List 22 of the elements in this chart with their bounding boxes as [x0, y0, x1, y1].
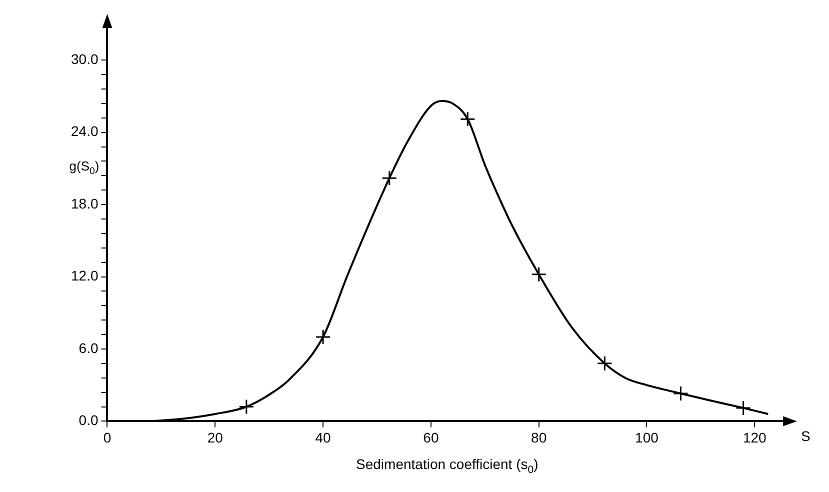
x-tick-label: 40: [315, 429, 332, 446]
y-tick-label: 18.0: [71, 195, 98, 212]
y-tick-label: 24.0: [71, 123, 98, 140]
y-tick-label: 30.0: [71, 50, 98, 67]
y-tick-label: 12.0: [71, 268, 98, 284]
x-tick-label: 100: [635, 429, 659, 446]
point: [736, 400, 752, 416]
x-tick-label: 120: [742, 429, 767, 446]
point: [596, 356, 612, 372]
point: [672, 386, 688, 402]
x-tick-label: 20: [207, 429, 224, 446]
point: [531, 266, 547, 282]
point: [382, 170, 398, 186]
point: [238, 399, 254, 415]
x-tick-label: 0: [103, 429, 112, 446]
y-tick-label: 0.0: [78, 412, 98, 428]
x-tick-label: 60: [423, 429, 439, 446]
text: S: [801, 428, 810, 444]
y-tick-label: 6.0: [78, 340, 98, 356]
x-tick-label: 80: [531, 429, 547, 446]
point: [315, 329, 331, 345]
point: [460, 111, 476, 127]
